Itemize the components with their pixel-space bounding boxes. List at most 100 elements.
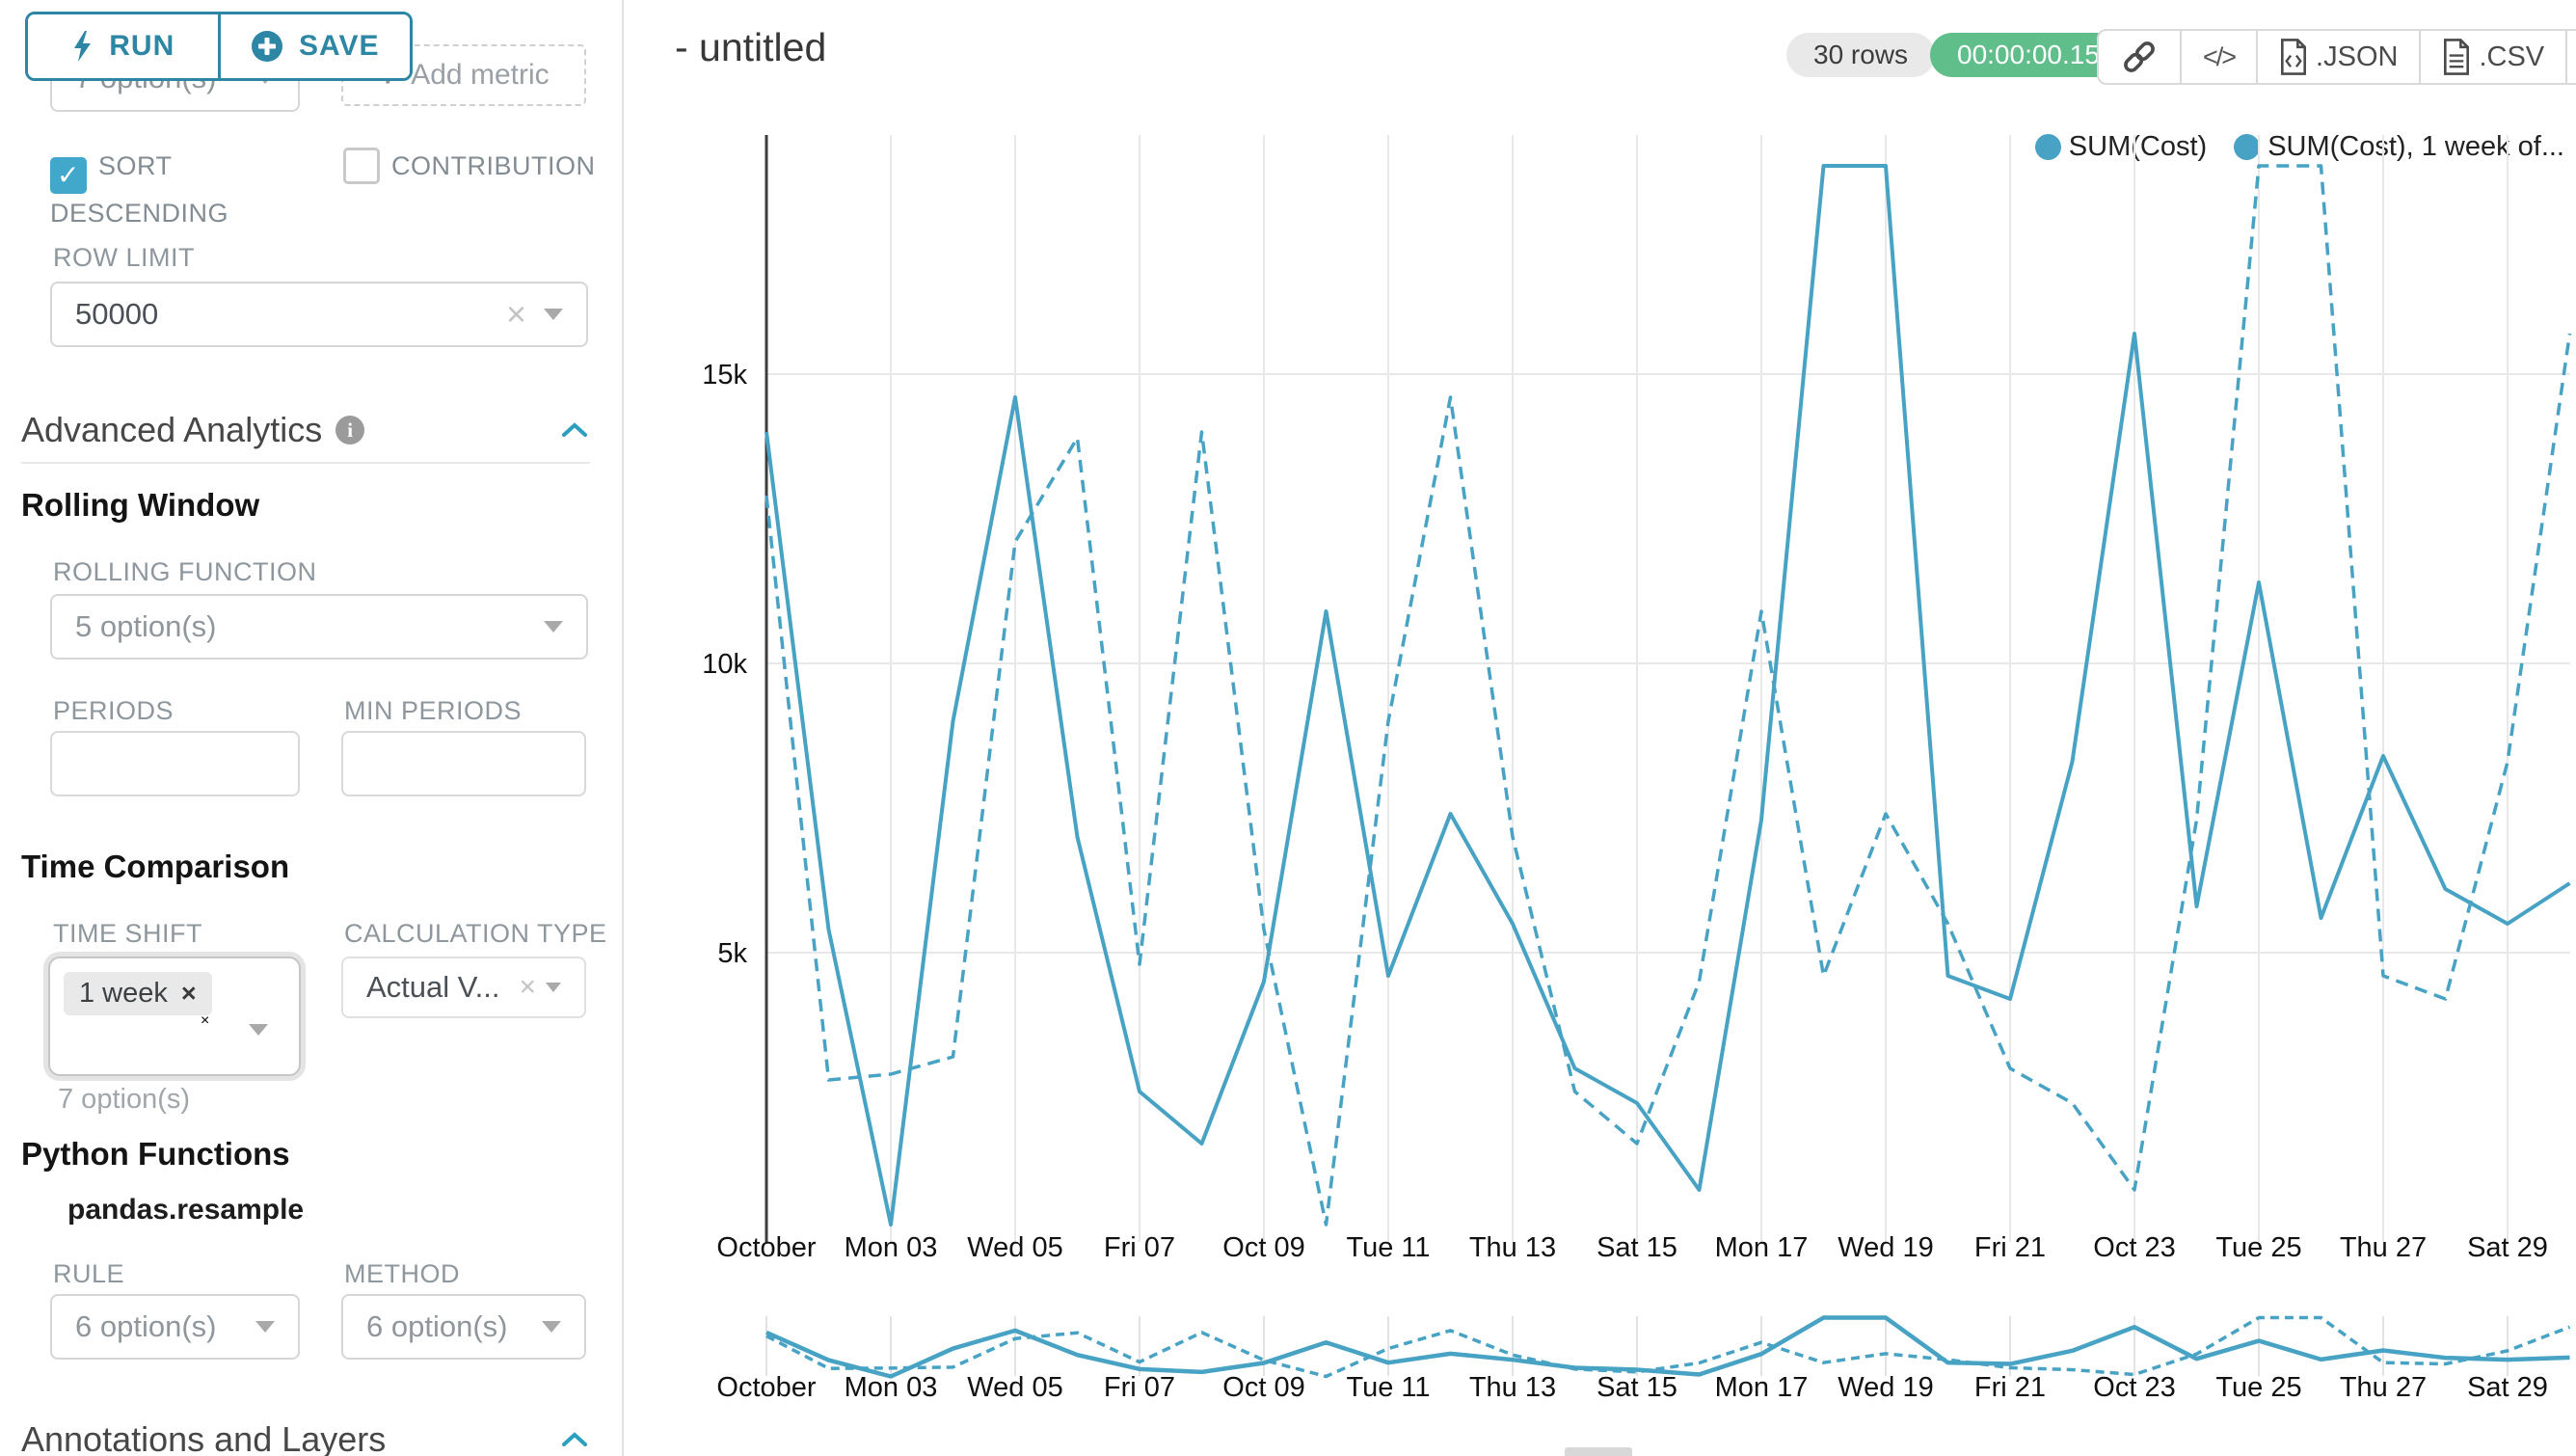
svg-text:Oct 09: Oct 09 (1222, 1372, 1304, 1403)
advanced-analytics-title: Advanced Analytics (21, 410, 323, 449)
svg-text:Fri 07: Fri 07 (1104, 1232, 1175, 1263)
svg-text:Thu 27: Thu 27 (2340, 1232, 2427, 1263)
svg-text:Tue 11: Tue 11 (1346, 1232, 1430, 1263)
svg-text:5k: 5k (717, 938, 747, 969)
row-limit-select[interactable]: 50000 × (50, 282, 588, 347)
clear-icon[interactable]: × (201, 1012, 210, 1029)
plus-circle-icon (252, 31, 283, 62)
short-link-button[interactable] (2099, 31, 2182, 83)
legend-dot-icon (2234, 134, 2261, 160)
save-button[interactable]: SAVE (220, 14, 410, 78)
svg-text:October: October (716, 1372, 816, 1403)
panel-divider (622, 0, 624, 1456)
export-toolbar: </> .JSON .CSV (2097, 29, 2576, 85)
sort-descending-label: SORT DESCENDING (50, 151, 229, 228)
lightning-bolt-icon (74, 31, 92, 62)
rolling-function-select[interactable]: 5 option(s) (50, 594, 588, 660)
rolling-function-label: ROLLING FUNCTION (53, 557, 317, 586)
checkbox-unchecked-icon (343, 148, 380, 184)
periods-label: PERIODS (53, 696, 174, 725)
clear-icon[interactable]: × (519, 971, 536, 1003)
time-shift-select[interactable]: 1 week × × (48, 957, 301, 1076)
chevron-up-icon[interactable] (561, 422, 588, 438)
svg-text:Wed 19: Wed 19 (1838, 1372, 1933, 1403)
svg-text:Sat 15: Sat 15 (1597, 1232, 1677, 1263)
svg-text:Thu 13: Thu 13 (1469, 1372, 1556, 1403)
rule-select[interactable]: 6 option(s) (50, 1294, 300, 1360)
export-csv-label: .CSV (2479, 40, 2545, 72)
svg-text:Tue 11: Tue 11 (1346, 1372, 1430, 1403)
svg-text:Tue 25: Tue 25 (2215, 1232, 2301, 1263)
remove-tag-icon[interactable]: × (180, 979, 197, 1008)
legend-label: SUM(Cost), 1 week of... (2267, 131, 2564, 162)
time-comparison-title: Time Comparison (21, 849, 290, 884)
svg-text:Fri 21: Fri 21 (1974, 1232, 2046, 1263)
svg-text:15k: 15k (702, 360, 747, 391)
chevron-up-icon[interactable] (561, 1432, 588, 1447)
svg-text:Mon 17: Mon 17 (1715, 1372, 1809, 1403)
chevron-down-icon (544, 621, 563, 633)
svg-text:Mon 03: Mon 03 (845, 1232, 938, 1263)
svg-text:Wed 05: Wed 05 (967, 1232, 1062, 1263)
python-functions-title: Python Functions (21, 1136, 290, 1172)
sort-descending-checkbox[interactable]: ✓ SORT DESCENDING (50, 147, 243, 232)
rolling-window-title: Rolling Window (21, 487, 260, 523)
chevron-down-icon (544, 309, 563, 320)
chevron-down-icon (546, 983, 561, 992)
svg-text:Oct 09: Oct 09 (1222, 1232, 1304, 1263)
rule-label: RULE (53, 1259, 125, 1288)
svg-text:October: October (716, 1232, 816, 1263)
json-file-icon (2281, 39, 2307, 75)
svg-text:Wed 19: Wed 19 (1838, 1232, 1933, 1263)
svg-text:Fri 21: Fri 21 (1974, 1372, 2046, 1403)
query-actions: RUN SAVE (25, 12, 413, 81)
time-shift-label: TIME SHIFT (53, 919, 202, 948)
csv-file-icon (2444, 39, 2470, 75)
embed-code-button[interactable]: </> (2182, 31, 2259, 83)
chart-legend: SUM(Cost) SUM(Cost), 1 week of... (2034, 131, 2564, 163)
save-label: SAVE (299, 30, 380, 62)
export-json-button[interactable]: .JSON (2258, 31, 2422, 83)
row-limit-label: ROW LIMIT (53, 243, 195, 272)
export-json-label: .JSON (2316, 40, 2399, 72)
time-shift-helper: 7 option(s) (58, 1084, 191, 1115)
svg-text:Thu 13: Thu 13 (1469, 1232, 1556, 1263)
calculation-type-select[interactable]: Actual V... × (341, 957, 586, 1018)
row-count-badge: 30 rows (1786, 33, 1936, 77)
calculation-type-label: CALCULATION TYPE (344, 919, 607, 948)
embed-code-icon: </> (2203, 41, 2237, 71)
annotations-header[interactable]: Annotations and Layers (21, 1419, 588, 1456)
legend-item[interactable]: SUM(Cost) (2034, 131, 2208, 163)
svg-text:Oct 23: Oct 23 (2093, 1232, 2175, 1263)
panel-resize-handle[interactable] (1565, 1447, 1632, 1456)
contribution-checkbox[interactable]: CONTRIBUTION (343, 147, 613, 185)
method-select[interactable]: 6 option(s) (341, 1294, 586, 1360)
advanced-analytics-header[interactable]: Advanced Analytics i (21, 410, 588, 450)
checkbox-checked-icon: ✓ (50, 157, 87, 194)
pandas-resample-label: pandas.resample (67, 1194, 305, 1226)
min-periods-input[interactable] (341, 731, 586, 796)
method-label: METHOD (344, 1259, 460, 1288)
contribution-label: CONTRIBUTION (391, 151, 596, 180)
svg-text:Oct 23: Oct 23 (2093, 1372, 2175, 1403)
svg-text:Fri 07: Fri 07 (1104, 1372, 1175, 1403)
chart-title[interactable]: - untitled (675, 25, 827, 69)
legend-item[interactable]: SUM(Cost), 1 week of... (2234, 131, 2564, 163)
section-divider (21, 462, 590, 464)
time-shift-tag-label: 1 week (79, 978, 168, 1009)
export-csv-button[interactable]: .CSV (2421, 31, 2568, 83)
chevron-down-icon (542, 1321, 561, 1333)
run-button[interactable]: RUN (28, 14, 221, 78)
svg-text:Thu 27: Thu 27 (2340, 1372, 2427, 1403)
time-shift-tag: 1 week × (64, 972, 212, 1015)
svg-text:Sat 15: Sat 15 (1597, 1372, 1677, 1403)
link-icon (2124, 41, 2155, 72)
query-timer-badge: 00:00:00.15 (1930, 33, 2127, 77)
legend-label: SUM(Cost) (2068, 131, 2208, 162)
clear-icon[interactable]: × (505, 294, 526, 334)
periods-input[interactable] (50, 731, 300, 796)
min-periods-label: MIN PERIODS (344, 696, 523, 725)
legend-dot-icon (2034, 134, 2061, 160)
